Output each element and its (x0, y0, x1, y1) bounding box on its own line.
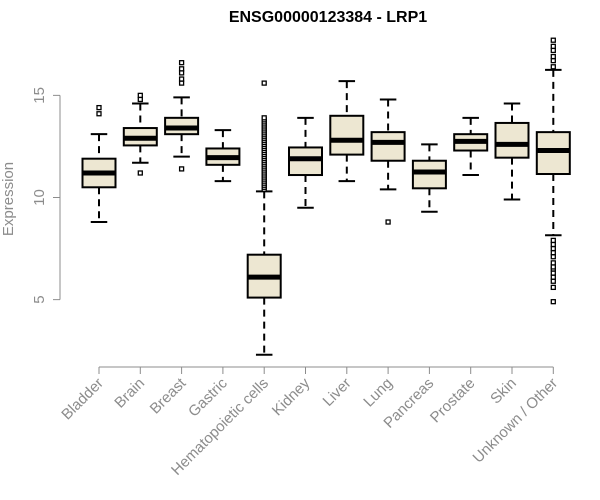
iqr-box (370, 131, 406, 162)
outlier-point (178, 166, 185, 172)
box-group (246, 80, 282, 356)
box-group (535, 37, 571, 305)
outlier-point (137, 170, 143, 176)
outlier-point (96, 111, 102, 117)
box-group (205, 129, 241, 183)
box-group (329, 80, 365, 183)
outlier-point (550, 241, 556, 248)
box-group (81, 104, 117, 224)
box-group (288, 116, 323, 209)
outlier-point (550, 43, 556, 49)
iqr-box (288, 146, 323, 177)
iqr-box (329, 114, 365, 156)
box-group (122, 92, 158, 176)
x-tick-label: Lung (360, 375, 396, 411)
outlier-point (178, 60, 185, 66)
outlier-point (137, 96, 143, 103)
outlier-point (178, 66, 185, 72)
iqr-box (494, 121, 530, 159)
y-axis: 5 10 15 (31, 87, 61, 304)
outlier-point (550, 264, 556, 270)
outlier-point (550, 47, 556, 54)
outlier-point (550, 53, 556, 60)
outlier-point (550, 254, 556, 260)
x-tick-label: Brain (111, 375, 148, 412)
x-tick-label: Breast (147, 374, 190, 417)
x-tick-label: Liver (320, 375, 355, 410)
box-series (81, 37, 571, 356)
outlier-point (550, 278, 556, 284)
outlier-point (550, 260, 556, 266)
box-group (453, 116, 489, 177)
outlier-point (178, 76, 185, 82)
outlier-point (550, 299, 556, 305)
box-group (370, 98, 406, 225)
outlier-point (550, 284, 556, 291)
outlier-point (96, 104, 102, 111)
iqr-box (411, 159, 447, 190)
outlier-point (137, 92, 143, 99)
outlier-point (550, 245, 556, 252)
chart-title: ENSG00000123384 - LRP1 (229, 9, 427, 26)
outlier-point (550, 237, 556, 244)
y-axis-label: Expression (0, 162, 17, 236)
box-group (494, 102, 530, 201)
outlier-point (178, 80, 185, 86)
x-tick-label: Skin (487, 375, 520, 408)
outlier-point (550, 270, 556, 276)
iqr-box (535, 131, 571, 176)
outlier-point (261, 115, 267, 121)
y-tick-label: 5 (31, 295, 48, 303)
x-tick-label: Prostate (427, 375, 479, 427)
x-tick-label: Kidney (269, 374, 314, 419)
outlier-point (261, 80, 267, 86)
x-tick-label: Bladder (58, 375, 107, 424)
box-group (411, 143, 447, 213)
outlier-point (178, 70, 185, 76)
outlier-point (550, 37, 556, 43)
outlier-point (550, 64, 556, 70)
outlier-point (550, 274, 556, 280)
outlier-point (550, 250, 556, 256)
outlier-point (550, 57, 556, 64)
y-tick-label: 10 (31, 189, 48, 206)
box-group (164, 60, 200, 172)
y-tick-label: 15 (31, 87, 48, 104)
outlier-point (385, 219, 391, 225)
